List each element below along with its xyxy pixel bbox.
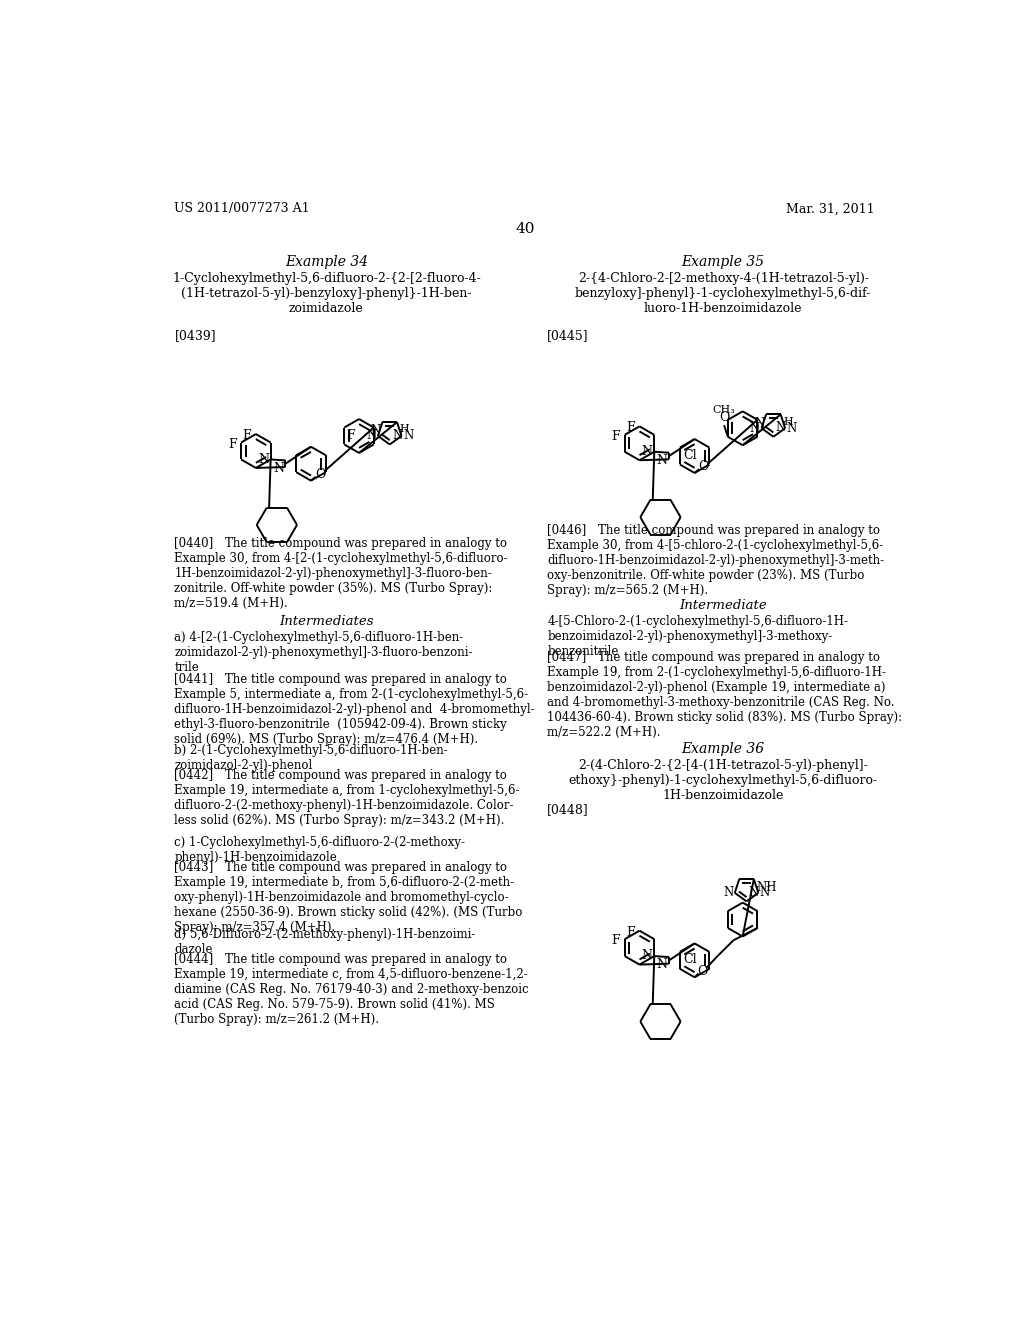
Text: Example 34: Example 34 <box>285 256 368 269</box>
Text: [0441] The title compound was prepared in analogy to
Example 5, intermediate a, : [0441] The title compound was prepared i… <box>174 673 536 746</box>
Text: [0447] The title compound was prepared in analogy to
Example 19, from 2-(1-cyclo: [0447] The title compound was prepared i… <box>547 651 902 739</box>
Text: F: F <box>627 421 635 434</box>
Text: 4-[5-Chloro-2-(1-cyclohexylmethyl-5,6-difluoro-1H-
benzoimidazol-2-yl)-phenoxyme: 4-[5-Chloro-2-(1-cyclohexylmethyl-5,6-di… <box>547 615 848 657</box>
Text: N: N <box>273 462 284 475</box>
Text: 2-(4-Chloro-2-{2-[4-(1H-tetrazol-5-yl)-phenyl]-
ethoxy}-phenyl)-1-cyclohexylmeth: 2-(4-Chloro-2-{2-[4-(1H-tetrazol-5-yl)-p… <box>568 759 878 803</box>
Text: F: F <box>611 935 621 948</box>
Text: [0440] The title compound was prepared in analogy to
Example 30, from 4-[2-(1-cy: [0440] The title compound was prepared i… <box>174 537 508 610</box>
Text: N: N <box>642 949 653 962</box>
Text: N: N <box>760 886 770 899</box>
Text: c) 1-Cyclohexylmethyl-5,6-difluoro-2-(2-methoxy-
phenyl)-1H-benzoimidazole: c) 1-Cyclohexylmethyl-5,6-difluoro-2-(2-… <box>174 836 466 865</box>
Text: N: N <box>371 425 381 437</box>
Text: N: N <box>749 886 759 899</box>
Text: 40: 40 <box>515 222 535 235</box>
Text: N: N <box>403 429 414 442</box>
Text: N: N <box>656 958 668 972</box>
Text: Mar. 31, 2011: Mar. 31, 2011 <box>786 202 876 215</box>
Text: N: N <box>258 453 269 466</box>
Text: [0439]: [0439] <box>174 330 216 342</box>
Text: N: N <box>656 454 668 467</box>
Text: 1-Cyclohexylmethyl-5,6-difluoro-2-{2-[2-fluoro-4-
(1H-tetrazol-5-yl)-benzyloxy]-: 1-Cyclohexylmethyl-5,6-difluoro-2-{2-[2-… <box>172 272 481 315</box>
Text: F: F <box>227 437 237 450</box>
Text: US 2011/0077273 A1: US 2011/0077273 A1 <box>174 202 310 215</box>
Text: F: F <box>346 429 354 442</box>
Text: [0446] The title compound was prepared in analogy to
Example 30, from 4-[5-chlor: [0446] The title compound was prepared i… <box>547 524 885 597</box>
Text: N: N <box>750 422 760 434</box>
Text: CH₃: CH₃ <box>713 405 735 416</box>
Text: NH: NH <box>756 880 776 894</box>
Text: F: F <box>611 430 621 444</box>
Text: N: N <box>367 429 377 442</box>
Text: H: H <box>783 417 793 426</box>
Text: F: F <box>627 925 635 939</box>
Text: N: N <box>776 421 786 434</box>
Text: N: N <box>392 429 402 442</box>
Text: [0445]: [0445] <box>547 330 589 342</box>
Text: 2-{4-Chloro-2-[2-methoxy-4-(1H-tetrazol-5-yl)-
benzyloxy]-phenyl}-1-cyclohexylme: 2-{4-Chloro-2-[2-methoxy-4-(1H-tetrazol-… <box>575 272 871 315</box>
Text: [0442] The title compound was prepared in analogy to
Example 19, intermediate a,: [0442] The title compound was prepared i… <box>174 770 520 828</box>
Text: Cl: Cl <box>683 953 696 966</box>
Text: N: N <box>755 417 765 430</box>
Text: O: O <box>698 461 709 474</box>
Text: Example 36: Example 36 <box>682 742 765 756</box>
Text: O: O <box>315 469 326 480</box>
Text: O: O <box>719 412 729 425</box>
Text: Intermediate: Intermediate <box>679 599 767 612</box>
Text: b) 2-(1-Cyclohexylmethyl-5,6-difluoro-1H-ben-
zoimidazol-2-yl)-phenol: b) 2-(1-Cyclohexylmethyl-5,6-difluoro-1H… <box>174 743 449 772</box>
Text: N: N <box>642 445 653 458</box>
Text: N: N <box>723 886 733 899</box>
Text: Intermediates: Intermediates <box>280 615 374 628</box>
Text: N: N <box>786 422 797 434</box>
Text: F: F <box>243 429 251 442</box>
Text: O: O <box>697 965 708 978</box>
Text: Cl: Cl <box>683 449 696 462</box>
Text: d) 5,6-Difluoro-2-(2-methoxy-phenyl)-1H-benzoimi-
dazole: d) 5,6-Difluoro-2-(2-methoxy-phenyl)-1H-… <box>174 928 476 957</box>
Text: [0448]: [0448] <box>547 803 589 816</box>
Text: [0443] The title compound was prepared in analogy to
Example 19, intermediate b,: [0443] The title compound was prepared i… <box>174 861 523 933</box>
Text: [0444] The title compound was prepared in analogy to
Example 19, intermediate c,: [0444] The title compound was prepared i… <box>174 953 529 1026</box>
Text: a) 4-[2-(1-Cyclohexylmethyl-5,6-difluoro-1H-ben-
zoimidazol-2-yl)-phenoxymethyl]: a) 4-[2-(1-Cyclohexylmethyl-5,6-difluoro… <box>174 631 473 675</box>
Text: H: H <box>399 425 410 434</box>
Text: Example 35: Example 35 <box>682 256 765 269</box>
